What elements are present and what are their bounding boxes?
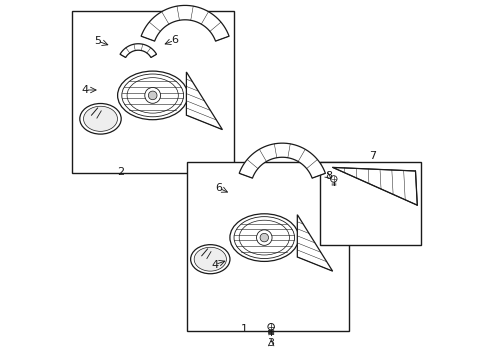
Ellipse shape bbox=[127, 78, 178, 113]
Text: 3: 3 bbox=[267, 338, 274, 348]
Bar bbox=[320, 162, 420, 245]
Ellipse shape bbox=[80, 104, 121, 134]
Text: 1: 1 bbox=[241, 324, 247, 334]
Circle shape bbox=[144, 87, 160, 103]
Text: 4: 4 bbox=[81, 85, 89, 95]
Polygon shape bbox=[332, 167, 416, 205]
Circle shape bbox=[256, 230, 271, 246]
Ellipse shape bbox=[229, 214, 298, 261]
Ellipse shape bbox=[83, 106, 117, 131]
Text: 5: 5 bbox=[94, 36, 101, 46]
Polygon shape bbox=[297, 215, 332, 271]
Text: 8: 8 bbox=[324, 171, 331, 181]
Circle shape bbox=[267, 323, 274, 330]
Ellipse shape bbox=[117, 71, 187, 120]
Text: 2: 2 bbox=[117, 167, 123, 177]
Ellipse shape bbox=[239, 220, 289, 255]
Polygon shape bbox=[239, 143, 325, 178]
Ellipse shape bbox=[190, 245, 229, 274]
Ellipse shape bbox=[194, 247, 226, 271]
Polygon shape bbox=[141, 5, 228, 41]
Text: 6: 6 bbox=[215, 183, 222, 193]
Text: 4: 4 bbox=[211, 260, 218, 270]
Circle shape bbox=[330, 176, 336, 182]
Text: 7: 7 bbox=[368, 151, 375, 161]
Ellipse shape bbox=[234, 217, 294, 258]
Bar bbox=[186, 162, 348, 331]
Ellipse shape bbox=[122, 74, 183, 117]
Polygon shape bbox=[186, 72, 222, 130]
Circle shape bbox=[260, 233, 268, 242]
Circle shape bbox=[148, 91, 157, 100]
Polygon shape bbox=[120, 44, 156, 58]
Bar bbox=[72, 11, 233, 173]
Text: 6: 6 bbox=[170, 35, 178, 45]
